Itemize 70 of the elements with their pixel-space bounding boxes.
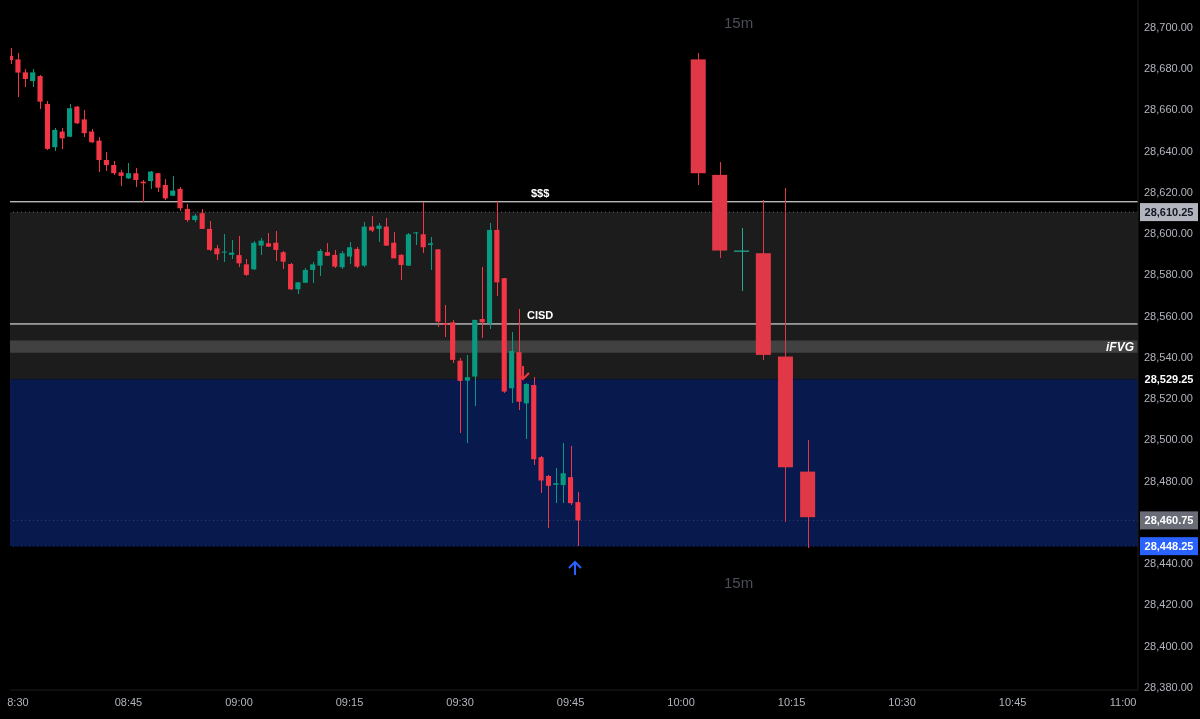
x-tick-label: 08:45 — [114, 695, 143, 708]
candlestick — [442, 304, 448, 338]
y-tick-label: 28,480.00 — [1144, 474, 1193, 487]
y-tick-label: 28,660.00 — [1144, 103, 1193, 116]
x-tick-label: 09:30 — [446, 695, 474, 708]
ref-line-label: $$$ — [530, 186, 550, 199]
y-tick-label: 28,580.00 — [1144, 268, 1193, 281]
candlestick — [420, 201, 426, 254]
x-tick-label: 10:00 — [667, 695, 695, 708]
y-tick-label: 28,520.00 — [1144, 392, 1193, 405]
candlestick — [457, 357, 463, 434]
x-tick-label: 10:30 — [888, 695, 916, 708]
x-tick-label: 09:15 — [335, 695, 364, 708]
candlestick — [376, 222, 382, 243]
ref-line-label: 28,448.25 — [1144, 540, 1194, 553]
candlestick — [317, 248, 323, 277]
candlestick — [133, 167, 139, 188]
annotation: 15m — [724, 14, 754, 31]
x-tick-label: 8:30 — [7, 695, 29, 708]
ref-line-label: 28,610.25 — [1144, 206, 1194, 219]
y-tick-label: 28,400.00 — [1144, 639, 1193, 652]
candlestick — [560, 442, 566, 504]
x-tick-label: 09:45 — [556, 695, 585, 708]
candlestick — [538, 455, 544, 494]
candlestick — [310, 261, 316, 284]
x-tick-label: 09:00 — [225, 695, 253, 708]
y-tick-label: 28,420.00 — [1144, 598, 1193, 611]
candlestick — [575, 491, 581, 547]
candlestick — [273, 229, 279, 262]
candlestick — [15, 52, 21, 98]
annotation: 15m — [724, 574, 754, 591]
band-label: iFVG — [1105, 340, 1134, 355]
ref-line-label: 28,460.75 — [1144, 514, 1194, 527]
y-tick-label: 28,540.00 — [1144, 350, 1193, 363]
candlestick — [545, 474, 552, 529]
candlestick — [162, 178, 168, 201]
y-tick-label: 28,620.00 — [1144, 185, 1193, 198]
candlestick — [398, 253, 404, 281]
candlestick — [346, 241, 353, 265]
y-tick-label: 28,500.00 — [1144, 433, 1193, 446]
candlestick — [52, 127, 58, 152]
candlestick — [236, 235, 242, 268]
candlestick — [391, 231, 397, 259]
x-tick-label: 10:15 — [777, 695, 806, 708]
candlestick — [221, 233, 227, 263]
y-tick-label: 28,700.00 — [1144, 20, 1193, 33]
candlestick — [383, 217, 389, 247]
x-tick-label: 11:00 — [1109, 695, 1137, 708]
candlestick — [81, 109, 87, 138]
y-tick-label: 28,640.00 — [1144, 144, 1193, 157]
ref-line-label: 28,529.25 — [1144, 373, 1194, 386]
candlestick — [170, 175, 176, 197]
candlestick — [427, 235, 434, 271]
candlestick — [103, 151, 109, 172]
candlestick — [553, 467, 559, 504]
candlestick — [464, 354, 470, 444]
y-tick-label: 28,680.00 — [1144, 62, 1193, 75]
y-tick-label: 28,600.00 — [1144, 227, 1193, 240]
y-tick-label: 28,380.00 — [1144, 680, 1193, 693]
candlestick — [96, 136, 102, 173]
y-tick-label: 28,560.00 — [1144, 309, 1193, 322]
candlestick — [354, 246, 360, 269]
y-tick-label: 28,440.00 — [1144, 557, 1193, 570]
candlestick — [177, 186, 183, 212]
candlestick — [206, 220, 213, 252]
candlestick — [523, 382, 529, 440]
x-tick-label: 10:45 — [998, 695, 1027, 708]
candlestick — [332, 249, 338, 269]
ref-line-label: CISD — [527, 308, 554, 321]
candlestick — [199, 208, 205, 230]
